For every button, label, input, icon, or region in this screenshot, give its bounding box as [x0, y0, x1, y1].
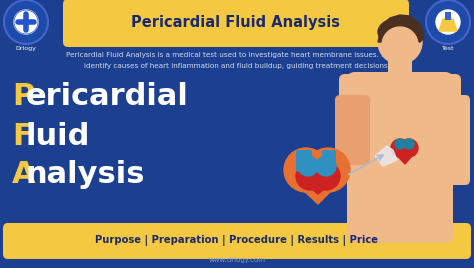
- Circle shape: [306, 148, 350, 192]
- Text: A: A: [12, 160, 36, 189]
- Circle shape: [14, 10, 38, 34]
- Circle shape: [378, 20, 422, 64]
- Text: luid: luid: [26, 122, 91, 151]
- FancyBboxPatch shape: [445, 12, 451, 20]
- Text: P: P: [12, 82, 34, 111]
- Text: Pericardial Fluid Analysis: Pericardial Fluid Analysis: [131, 16, 340, 31]
- FancyBboxPatch shape: [388, 55, 412, 85]
- FancyBboxPatch shape: [347, 72, 453, 243]
- Text: ericardial: ericardial: [26, 82, 189, 111]
- Circle shape: [395, 139, 405, 149]
- Circle shape: [426, 0, 470, 44]
- Circle shape: [400, 139, 418, 157]
- Ellipse shape: [378, 18, 422, 46]
- Circle shape: [436, 10, 460, 34]
- Circle shape: [298, 156, 318, 176]
- Polygon shape: [286, 174, 348, 204]
- Text: F: F: [12, 122, 33, 151]
- Circle shape: [4, 0, 48, 44]
- FancyBboxPatch shape: [435, 95, 470, 185]
- Circle shape: [316, 156, 336, 176]
- Polygon shape: [392, 150, 417, 164]
- Polygon shape: [375, 146, 397, 166]
- FancyBboxPatch shape: [63, 0, 409, 47]
- Polygon shape: [439, 19, 457, 31]
- Polygon shape: [378, 15, 424, 42]
- Text: www.drlogy.com: www.drlogy.com: [209, 257, 265, 263]
- Polygon shape: [298, 178, 338, 194]
- Text: Pericardial Fluid Analysis is a medical test used to investigate heart membrane : Pericardial Fluid Analysis is a medical …: [66, 52, 408, 58]
- FancyBboxPatch shape: [296, 150, 312, 172]
- FancyBboxPatch shape: [335, 95, 370, 165]
- Text: nalysis: nalysis: [26, 160, 146, 189]
- FancyBboxPatch shape: [322, 150, 336, 172]
- Text: Drlogy: Drlogy: [16, 46, 36, 51]
- Text: Purpose | Preparation | Procedure | Results | Price: Purpose | Preparation | Procedure | Resu…: [95, 236, 379, 247]
- Text: Test: Test: [442, 46, 454, 51]
- Circle shape: [296, 162, 324, 190]
- Circle shape: [404, 139, 414, 149]
- Circle shape: [391, 139, 409, 157]
- Text: identify causes of heart inflammation and fluid buildup, guiding treatment decis: identify causes of heart inflammation an…: [84, 63, 390, 69]
- Circle shape: [312, 162, 340, 190]
- FancyBboxPatch shape: [3, 223, 471, 259]
- Circle shape: [284, 148, 328, 192]
- FancyBboxPatch shape: [339, 74, 461, 136]
- Circle shape: [382, 27, 418, 63]
